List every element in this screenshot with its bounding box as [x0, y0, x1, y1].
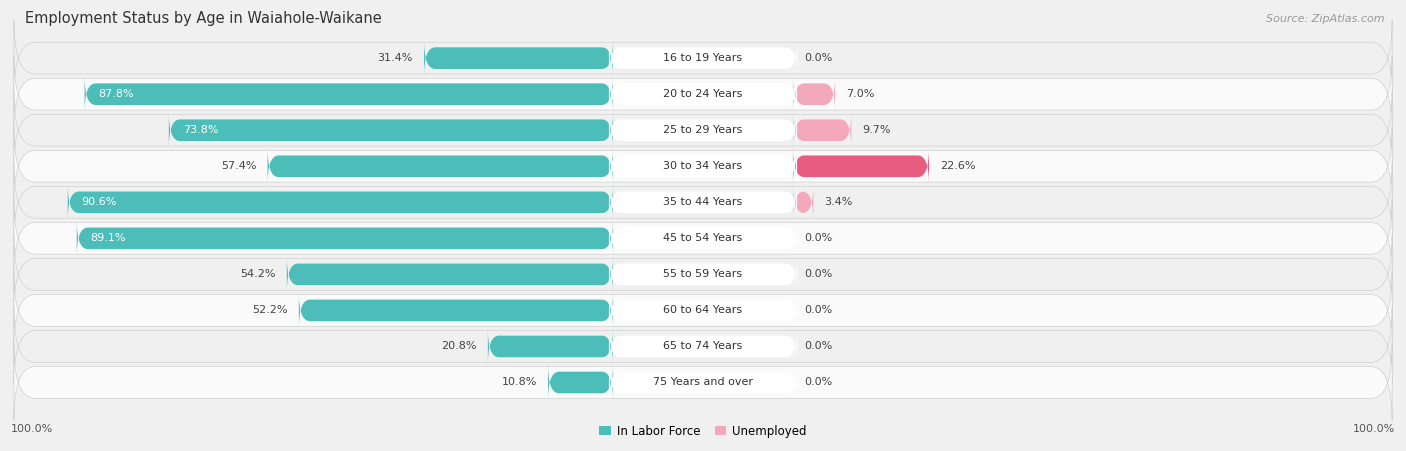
Text: 25 to 29 Years: 25 to 29 Years — [664, 125, 742, 135]
FancyBboxPatch shape — [14, 164, 1392, 240]
FancyBboxPatch shape — [425, 40, 613, 76]
Text: 0.0%: 0.0% — [804, 305, 832, 315]
Text: 9.7%: 9.7% — [862, 125, 891, 135]
FancyBboxPatch shape — [14, 308, 1392, 385]
FancyBboxPatch shape — [548, 364, 613, 400]
FancyBboxPatch shape — [14, 236, 1392, 313]
Text: 3.4%: 3.4% — [824, 197, 853, 207]
Text: 100.0%: 100.0% — [1353, 424, 1395, 434]
Text: 89.1%: 89.1% — [90, 233, 127, 244]
FancyBboxPatch shape — [609, 328, 797, 364]
Text: 52.2%: 52.2% — [252, 305, 288, 315]
Text: 20 to 24 Years: 20 to 24 Years — [664, 89, 742, 99]
FancyBboxPatch shape — [14, 272, 1392, 349]
Text: 0.0%: 0.0% — [804, 233, 832, 244]
Text: 7.0%: 7.0% — [846, 89, 875, 99]
FancyBboxPatch shape — [793, 112, 852, 148]
FancyBboxPatch shape — [77, 221, 613, 256]
Text: 60 to 64 Years: 60 to 64 Years — [664, 305, 742, 315]
Text: 45 to 54 Years: 45 to 54 Years — [664, 233, 742, 244]
FancyBboxPatch shape — [169, 112, 613, 148]
Text: 55 to 59 Years: 55 to 59 Years — [664, 269, 742, 279]
FancyBboxPatch shape — [609, 184, 797, 221]
FancyBboxPatch shape — [609, 292, 797, 328]
FancyBboxPatch shape — [793, 76, 835, 112]
FancyBboxPatch shape — [67, 184, 613, 221]
Text: 0.0%: 0.0% — [804, 269, 832, 279]
FancyBboxPatch shape — [609, 221, 797, 256]
FancyBboxPatch shape — [609, 40, 797, 76]
Text: 0.0%: 0.0% — [804, 341, 832, 351]
Text: 16 to 19 Years: 16 to 19 Years — [664, 53, 742, 63]
Text: Source: ZipAtlas.com: Source: ZipAtlas.com — [1267, 14, 1385, 23]
Text: 31.4%: 31.4% — [378, 53, 413, 63]
Text: 75 Years and over: 75 Years and over — [652, 377, 754, 387]
Text: Employment Status by Age in Waiahole-Waikane: Employment Status by Age in Waiahole-Wai… — [25, 10, 381, 26]
Text: 0.0%: 0.0% — [804, 377, 832, 387]
FancyBboxPatch shape — [14, 56, 1392, 133]
Legend: In Labor Force, Unemployed: In Labor Force, Unemployed — [595, 420, 811, 442]
FancyBboxPatch shape — [14, 92, 1392, 168]
Text: 87.8%: 87.8% — [98, 89, 134, 99]
FancyBboxPatch shape — [14, 128, 1392, 204]
Text: 90.6%: 90.6% — [82, 197, 117, 207]
FancyBboxPatch shape — [609, 112, 797, 148]
FancyBboxPatch shape — [84, 76, 613, 112]
FancyBboxPatch shape — [609, 256, 797, 292]
FancyBboxPatch shape — [793, 184, 814, 221]
Text: 20.8%: 20.8% — [441, 341, 477, 351]
Text: 0.0%: 0.0% — [804, 53, 832, 63]
FancyBboxPatch shape — [609, 148, 797, 184]
Text: 54.2%: 54.2% — [240, 269, 276, 279]
FancyBboxPatch shape — [793, 148, 929, 184]
Text: 10.8%: 10.8% — [502, 377, 537, 387]
Text: 35 to 44 Years: 35 to 44 Years — [664, 197, 742, 207]
FancyBboxPatch shape — [267, 148, 613, 184]
FancyBboxPatch shape — [299, 292, 613, 328]
Text: 57.4%: 57.4% — [221, 161, 256, 171]
FancyBboxPatch shape — [14, 344, 1392, 421]
FancyBboxPatch shape — [14, 20, 1392, 97]
Text: 65 to 74 Years: 65 to 74 Years — [664, 341, 742, 351]
FancyBboxPatch shape — [287, 256, 613, 292]
FancyBboxPatch shape — [609, 364, 797, 400]
Text: 30 to 34 Years: 30 to 34 Years — [664, 161, 742, 171]
Text: 73.8%: 73.8% — [183, 125, 218, 135]
FancyBboxPatch shape — [14, 200, 1392, 276]
Text: 100.0%: 100.0% — [11, 424, 53, 434]
FancyBboxPatch shape — [488, 328, 613, 364]
FancyBboxPatch shape — [609, 76, 797, 112]
Text: 22.6%: 22.6% — [941, 161, 976, 171]
